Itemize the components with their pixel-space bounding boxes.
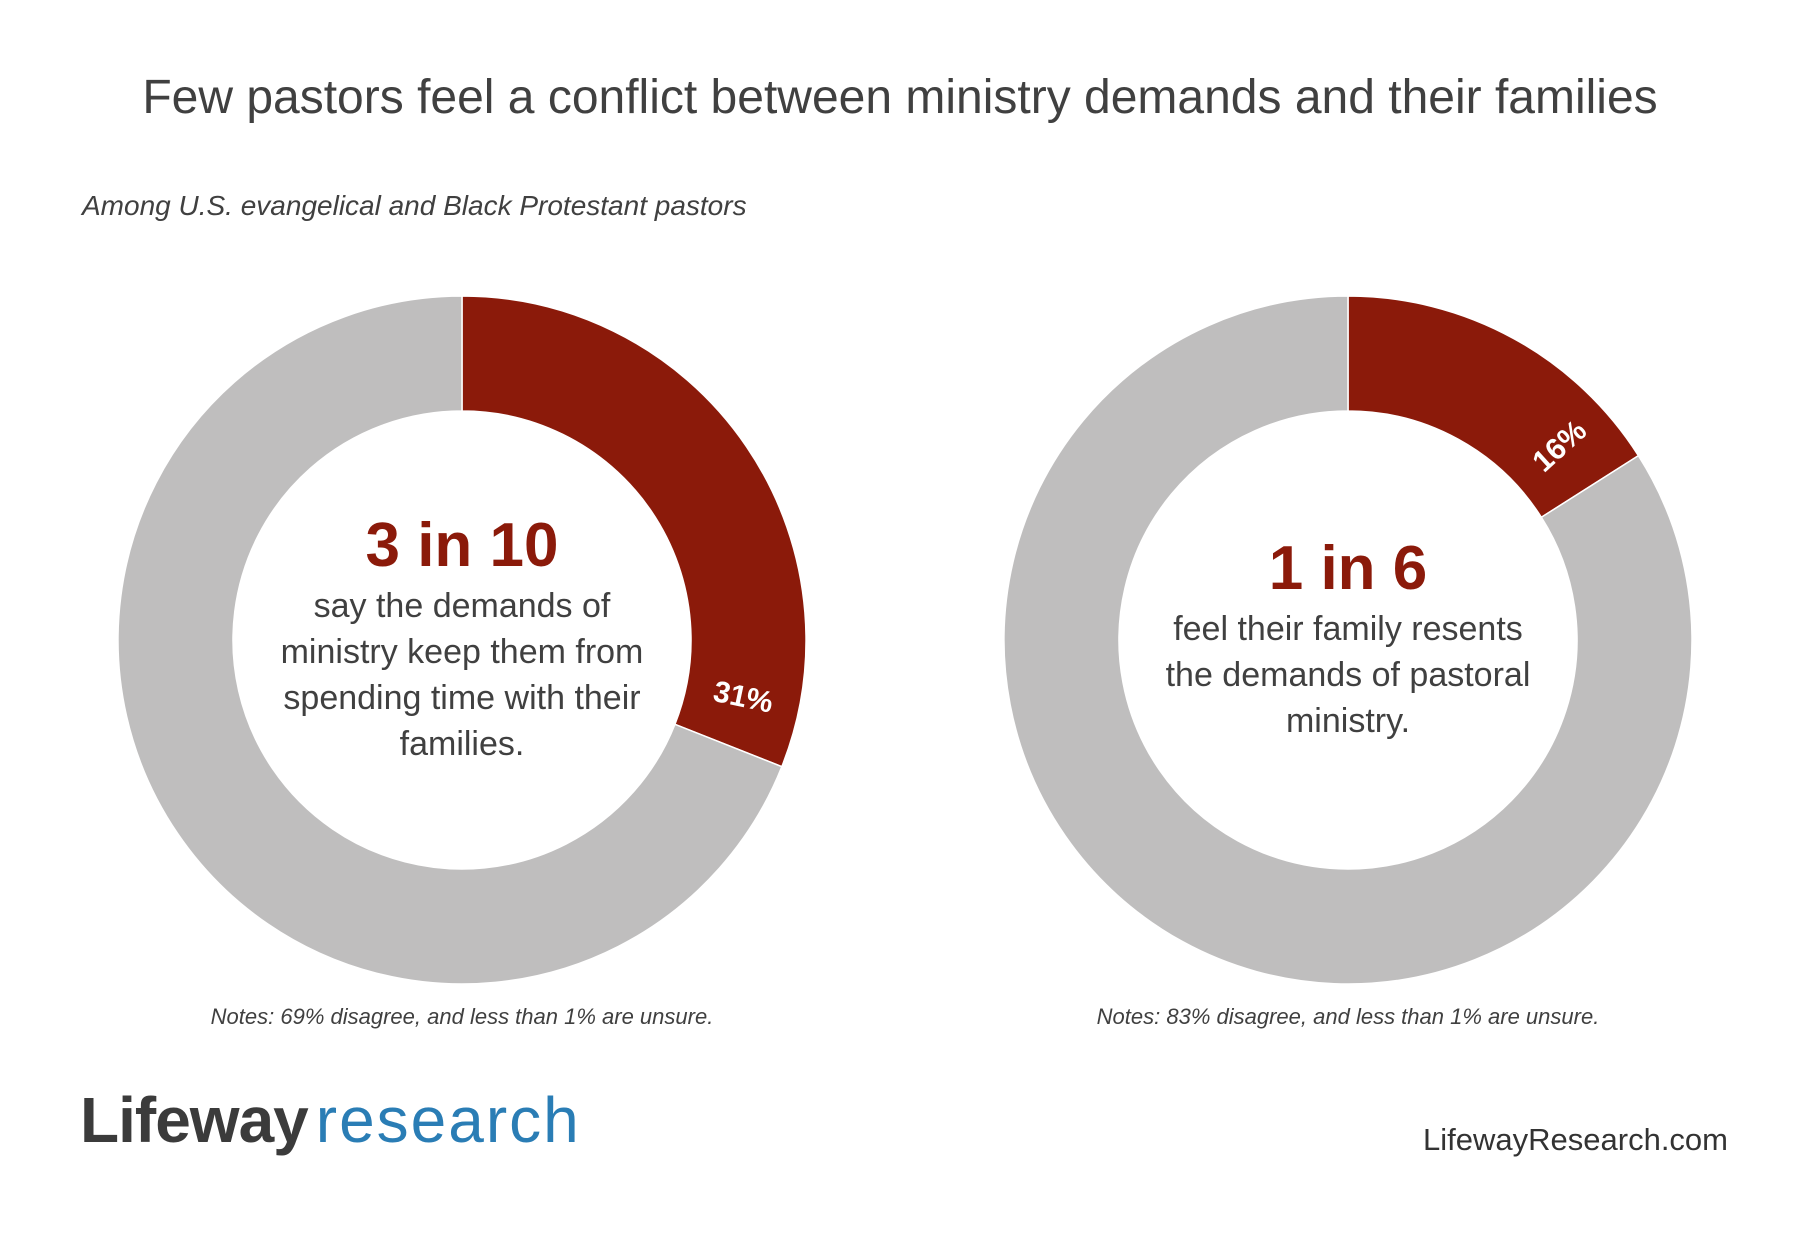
donut-chart-left: 31% 3 in 10 say the demands of ministry … (112, 290, 812, 990)
lifeway-research-logo: Lifeway research (80, 1088, 581, 1152)
slice-left-agree (461, 295, 807, 768)
note-right: Notes: 83% disagree, and less than 1% ar… (1096, 1004, 1600, 1029)
logo-research-text: research (315, 1084, 581, 1156)
donut-chart-right: 16% 1 in 6 feel their family resents the… (998, 290, 1698, 990)
slice-left-other (117, 295, 783, 985)
description-right: feel their family resents the demands of… (1165, 610, 1531, 741)
slice-right-other (1003, 295, 1693, 985)
note-left: Notes: 69% disagree, and less than 1% ar… (210, 1004, 714, 1029)
headline-left: 3 in 10 (365, 511, 559, 581)
donut-svg-left: 31% (117, 295, 807, 985)
description-left: say the demands of ministry keep them fr… (280, 587, 644, 763)
headline-right: 1 in 6 (1268, 534, 1428, 604)
logo-lifeway-text: Lifeway (80, 1084, 309, 1156)
center-text-left: 3 in 10 say the demands of ministry keep… (272, 490, 652, 790)
chart-subtitle: Among U.S. evangelical and Black Protest… (82, 190, 747, 221)
chart-title: Few pastors feel a conflict between mini… (142, 71, 1658, 124)
website-link[interactable]: LifewayResearch.com (1423, 1122, 1728, 1157)
donut-svg-right: 16% (1003, 295, 1693, 985)
center-text-right: 1 in 6 feel their family resents the dem… (1158, 490, 1538, 790)
